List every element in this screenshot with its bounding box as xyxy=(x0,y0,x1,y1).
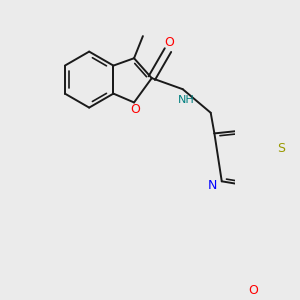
Text: O: O xyxy=(130,103,140,116)
Text: S: S xyxy=(277,142,285,155)
Text: N: N xyxy=(208,178,218,191)
Text: O: O xyxy=(248,284,258,297)
Text: NH: NH xyxy=(178,94,195,104)
Text: O: O xyxy=(164,36,174,49)
